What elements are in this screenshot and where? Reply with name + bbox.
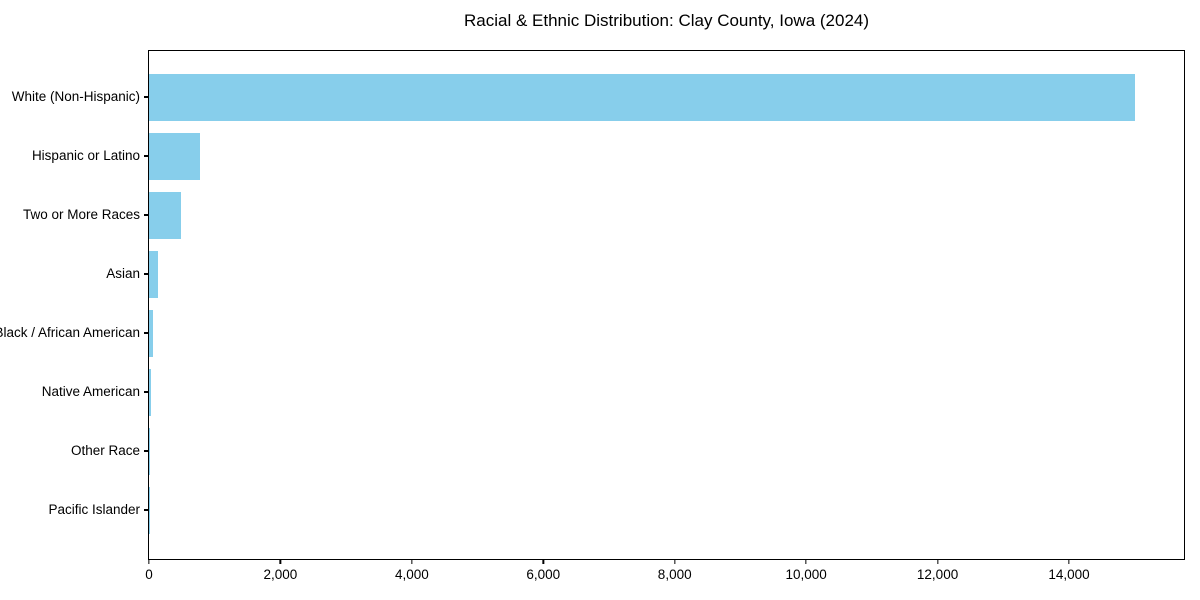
x-axis-tick [148,559,150,564]
bar-two-or-more-races [149,191,182,239]
x-axis-tick-label: 2,000 [263,567,298,582]
y-axis-label-hispanic-or-latino: Hispanic or Latino [31,148,140,163]
y-axis-tick [144,450,149,452]
x-axis-tick [542,559,544,564]
x-axis-tick [805,559,807,564]
x-axis-tick [411,559,413,564]
y-axis-tick [144,96,149,98]
y-axis-label-two-or-more-races: Two or More Races [22,207,140,222]
x-axis-tick-label: 6,000 [526,567,561,582]
bar-asian [149,250,158,298]
bar-hispanic-or-latino [149,132,200,180]
y-axis-tick [144,273,149,275]
x-axis-tick [674,559,676,564]
y-axis-label-white-non-hispanic: White (Non-Hispanic) [11,89,140,104]
y-axis-label-pacific-islander: Pacific Islander [48,502,140,517]
x-axis-tick-label: 4,000 [394,567,429,582]
x-axis-tick-label: 0 [145,567,153,582]
x-axis-tick-label: 12,000 [916,567,959,582]
chart-title: Racial & Ethnic Distribution: Clay Count… [463,11,870,30]
y-axis-tick [144,332,149,334]
y-axis-label-native-american: Native American [41,384,140,399]
y-axis-tick [144,155,149,157]
x-axis-tick-label: 10,000 [785,567,827,582]
plot-area: White (Non-Hispanic) Hispanic or Latino Tw… [0,50,1185,582]
y-axis-tick [144,391,149,393]
bar-white-non-hispanic [149,73,1135,121]
y-axis-label-black-african-american: Black / African American [0,325,140,340]
x-axis-tick [279,559,282,564]
y-axis-label-other-race: Other Race [70,443,140,458]
bar-black-african-american [149,309,153,357]
bar-other-race [149,427,150,475]
y-axis-tick [144,509,149,511]
y-axis-label-asian: Asian [106,266,140,281]
x-axis-tick-label: 14,000 [1048,567,1090,582]
x-axis-tick [1068,559,1070,564]
x-axis-tick [936,559,939,564]
bar-native-american [149,368,151,416]
y-axis-tick [144,214,149,216]
x-axis-tick-label: 8,000 [657,567,692,582]
